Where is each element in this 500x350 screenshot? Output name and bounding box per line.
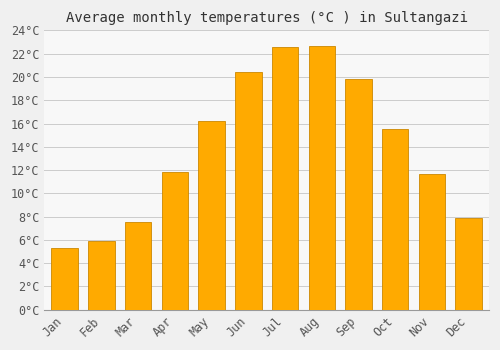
Bar [308,46,335,310]
Bar [456,218,482,310]
Title: Average monthly temperatures (°C ) in Sultangazi: Average monthly temperatures (°C ) in Su… [66,11,468,25]
Bar [198,121,225,310]
Bar [125,223,152,310]
Bar [52,248,78,310]
Bar [418,174,445,310]
Bar [162,173,188,310]
Bar [346,79,372,310]
Bar [88,241,115,310]
Bar [235,72,262,310]
Bar [382,130,408,310]
Bar [272,47,298,310]
